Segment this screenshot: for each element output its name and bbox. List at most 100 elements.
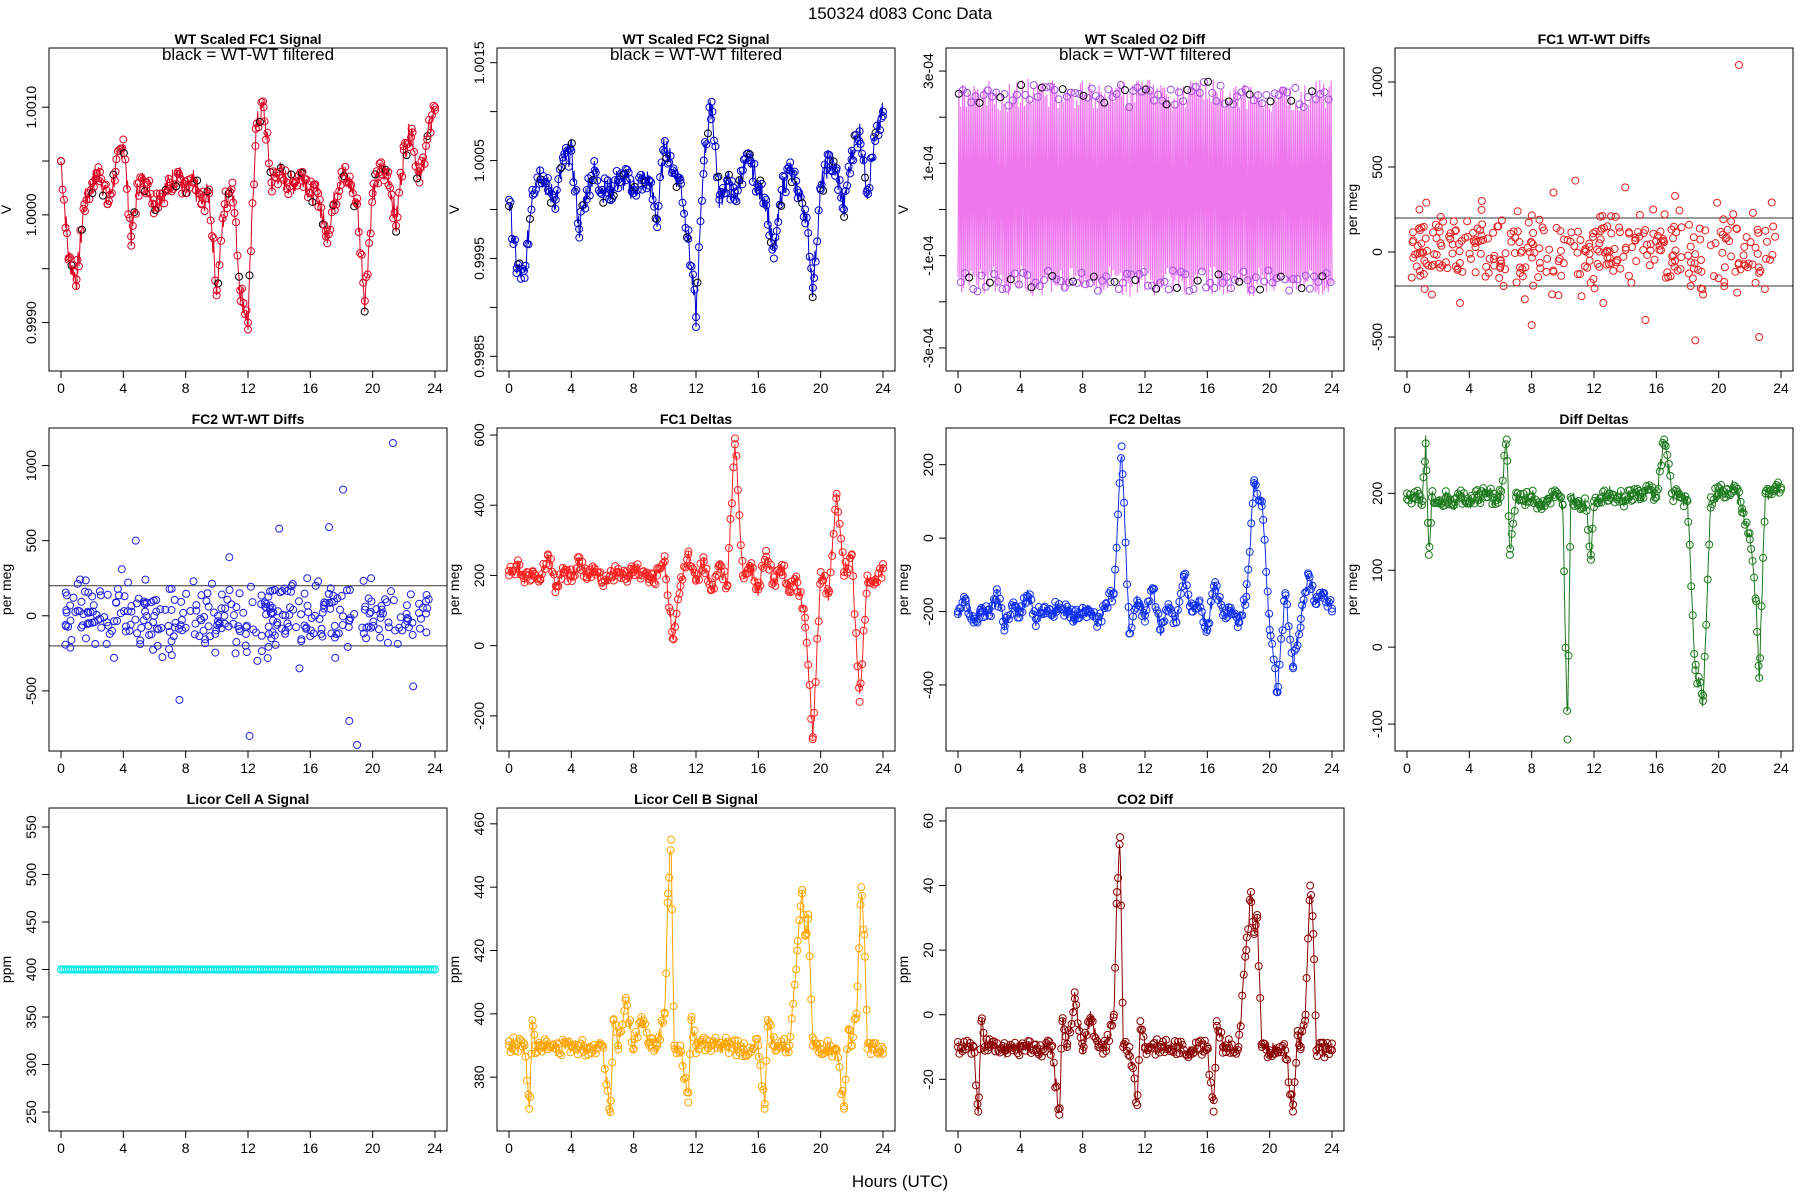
data-point xyxy=(239,608,248,617)
y-tick-label: -20 xyxy=(920,1069,936,1089)
data-point xyxy=(676,176,685,185)
data-point xyxy=(1051,597,1060,606)
data-point xyxy=(528,567,537,576)
plot-title: FC1 WT-WT Diffs xyxy=(1538,31,1651,47)
data-point xyxy=(769,254,778,263)
data-point xyxy=(1615,223,1624,232)
data-point xyxy=(1722,485,1731,494)
data-point xyxy=(799,910,808,919)
data-point xyxy=(612,1028,621,1037)
data-point xyxy=(1691,336,1700,345)
data-point xyxy=(357,250,366,259)
data-point xyxy=(220,200,229,209)
data-point xyxy=(387,190,396,199)
data-point xyxy=(570,187,579,196)
data-point xyxy=(263,654,272,663)
data-point xyxy=(249,180,258,189)
data-point xyxy=(1649,495,1658,504)
data-point xyxy=(1420,256,1429,265)
data-point xyxy=(1290,1078,1299,1087)
data-point xyxy=(61,622,70,631)
data-point xyxy=(689,564,698,573)
data-point xyxy=(1087,84,1096,93)
data-point xyxy=(1595,247,1604,256)
data-point xyxy=(1109,1010,1118,1019)
data-point xyxy=(134,178,143,187)
data-point xyxy=(223,595,232,604)
data-point xyxy=(1112,90,1121,99)
data-point xyxy=(366,623,375,632)
data-point xyxy=(516,274,525,283)
plot-annotation: black = WT-WT filtered xyxy=(610,45,782,64)
data-point xyxy=(362,634,371,643)
data-point xyxy=(1281,1046,1290,1055)
data-point xyxy=(771,581,780,590)
data-point xyxy=(1037,83,1046,92)
data-point xyxy=(233,251,242,260)
data-point xyxy=(759,563,768,572)
data-point xyxy=(297,610,306,619)
data-point xyxy=(781,188,790,197)
data-point xyxy=(1114,510,1123,519)
data-point xyxy=(633,186,642,195)
data-point xyxy=(246,582,255,591)
data-point xyxy=(1066,1028,1075,1037)
data-point xyxy=(164,622,173,631)
data-point xyxy=(678,1061,687,1070)
data-point xyxy=(1247,898,1256,907)
data-point xyxy=(1305,284,1314,293)
data-point xyxy=(339,485,348,494)
data-point xyxy=(1150,96,1159,105)
data-point xyxy=(242,621,251,630)
data-point xyxy=(333,192,342,201)
data-point xyxy=(1440,501,1449,510)
data-point xyxy=(117,565,126,574)
data-point xyxy=(513,1047,522,1056)
data-point xyxy=(307,614,316,623)
data-point xyxy=(95,167,104,176)
data-point xyxy=(142,178,151,187)
data-point xyxy=(582,574,591,583)
data-point xyxy=(793,936,802,945)
x-tick-label: 0 xyxy=(1403,760,1411,776)
data-point xyxy=(1179,570,1188,579)
data-point xyxy=(382,598,391,607)
y-axis-label: ppm xyxy=(446,956,462,983)
x-tick-label: 4 xyxy=(1465,760,1473,776)
data-point xyxy=(1302,973,1311,982)
x-tick-label: 8 xyxy=(1079,380,1087,396)
data-point xyxy=(1108,1021,1117,1030)
data-point xyxy=(524,1090,533,1099)
data-point xyxy=(1187,1046,1196,1055)
data-point xyxy=(606,571,615,580)
data-point xyxy=(724,1049,733,1058)
data-point xyxy=(1738,504,1747,513)
data-point xyxy=(238,284,247,293)
x-tick-label: 24 xyxy=(875,380,891,396)
data-point xyxy=(567,1041,576,1050)
data-point xyxy=(358,623,367,632)
data-point xyxy=(1607,259,1616,268)
data-point xyxy=(708,580,717,589)
data-point xyxy=(225,586,234,595)
data-point xyxy=(172,182,181,191)
data-point xyxy=(318,608,327,617)
data-point xyxy=(873,1048,882,1057)
x-tick-label: 4 xyxy=(1465,380,1473,396)
data-point xyxy=(1305,896,1314,905)
data-point xyxy=(765,565,774,574)
data-point xyxy=(513,556,522,565)
data-point xyxy=(988,92,997,101)
data-point xyxy=(1139,268,1148,277)
data-point xyxy=(236,286,245,295)
data-point xyxy=(1297,284,1306,293)
data-point xyxy=(334,629,343,638)
data-point xyxy=(215,260,224,269)
data-point xyxy=(1642,240,1651,249)
data-point xyxy=(1677,253,1686,262)
data-point xyxy=(1050,85,1059,94)
x-tick-label: 24 xyxy=(875,1140,891,1156)
data-point xyxy=(1561,643,1570,652)
data-point xyxy=(1010,269,1019,278)
x-tick-label: 8 xyxy=(182,1140,190,1156)
